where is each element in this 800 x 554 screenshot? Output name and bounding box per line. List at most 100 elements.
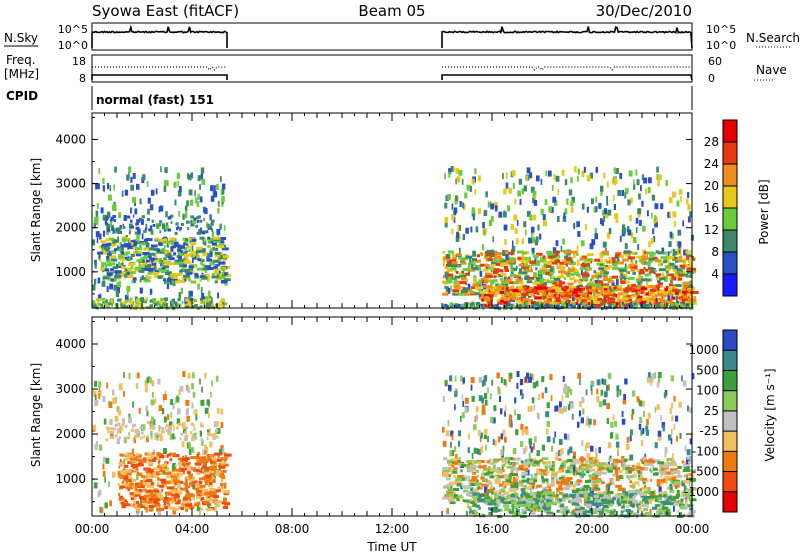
echo-cell — [625, 187, 629, 194]
echo-cell — [542, 255, 546, 259]
echo-cell — [645, 292, 649, 296]
echo-cell — [121, 453, 125, 457]
echo-cell — [202, 267, 210, 271]
echo-cell — [623, 250, 631, 254]
echo-cell — [559, 261, 566, 265]
echo-cell — [566, 288, 570, 292]
echo-cell — [624, 243, 628, 250]
echo-cell — [200, 227, 202, 231]
echo-cell — [190, 431, 193, 435]
echo-cell — [555, 240, 559, 247]
echo-cell — [640, 429, 643, 436]
echo-cell — [144, 241, 147, 245]
echo-cell — [620, 300, 626, 304]
echo-cell — [552, 437, 555, 444]
echo-cell — [154, 433, 157, 437]
echo-cell — [489, 294, 493, 301]
echo-cell — [166, 279, 171, 283]
echo-cell — [159, 484, 165, 488]
echo-cell — [97, 294, 102, 301]
echo-cell — [688, 460, 693, 464]
echo-cell — [584, 224, 588, 231]
echo-cell — [184, 300, 188, 307]
echo-cell — [614, 213, 619, 220]
echo-cell — [519, 480, 522, 484]
echo-cell — [576, 245, 579, 252]
echo-cell — [643, 290, 645, 294]
echo-cell — [117, 298, 120, 302]
echo-cell — [651, 376, 654, 383]
echo-cell — [137, 228, 141, 235]
echo-cell — [161, 488, 164, 492]
echo-cell — [147, 268, 154, 272]
echo-cell — [533, 463, 540, 467]
echo-cell — [135, 226, 140, 230]
echo-cell — [603, 262, 605, 266]
echo-cell — [544, 465, 548, 472]
echo-cell — [607, 493, 612, 500]
echo-cell — [681, 460, 685, 464]
echo-cell — [689, 438, 692, 445]
echo-cell — [140, 493, 142, 496]
y-tick-label: 2000 — [55, 221, 86, 235]
echo-cell — [636, 462, 641, 466]
echo-cell — [509, 276, 513, 280]
echo-cell — [587, 253, 594, 257]
echo-cell — [141, 220, 144, 224]
echo-cell — [154, 397, 157, 404]
echo-cell — [603, 297, 606, 301]
echo-cell — [126, 485, 132, 489]
echo-cell — [472, 471, 477, 475]
echo-cell — [481, 397, 485, 404]
echo-cell — [148, 228, 151, 232]
echo-cell — [641, 275, 643, 279]
echo-cell — [607, 297, 615, 301]
echo-cell — [481, 472, 483, 479]
echo-cell — [212, 472, 216, 479]
echo-cell — [98, 255, 101, 259]
echo-cell — [588, 267, 592, 271]
echo-cell — [177, 457, 184, 461]
echo-cell — [188, 265, 194, 269]
echo-cell — [149, 299, 153, 303]
echo-cell — [101, 297, 106, 301]
echo-cell — [444, 484, 450, 488]
echo-cell — [489, 288, 495, 292]
echo-cell — [550, 478, 555, 485]
echo-cell — [584, 301, 589, 305]
echo-cell — [476, 286, 483, 290]
echo-cell — [458, 272, 462, 276]
echo-cell — [673, 424, 676, 431]
echo-cell — [220, 445, 224, 452]
echo-cell — [173, 301, 176, 305]
echo-cell — [137, 472, 143, 476]
echo-cell — [594, 206, 598, 213]
echo-cell — [191, 383, 194, 390]
echo-cell — [448, 384, 452, 391]
echo-cell — [669, 231, 673, 238]
echo-cell — [163, 180, 167, 187]
echo-cell — [609, 276, 613, 280]
echo-cell — [493, 279, 498, 283]
echo-cell — [460, 261, 467, 265]
echo-cell — [162, 265, 169, 269]
echo-cell — [135, 382, 139, 389]
echo-cell — [184, 503, 192, 507]
echo-cell — [659, 491, 665, 495]
echo-cell — [526, 175, 529, 182]
echo-cell — [197, 472, 201, 476]
echo-cell — [154, 432, 159, 436]
echo-cell — [218, 302, 220, 306]
echo-cell — [206, 253, 211, 260]
echo-cell — [669, 283, 674, 287]
echo-cell — [101, 280, 106, 287]
echo-cell — [118, 277, 121, 281]
echo-cell — [133, 501, 136, 505]
echo-cell — [218, 243, 225, 247]
echo-cell — [132, 277, 137, 281]
echo-cell — [481, 404, 486, 411]
echo-cell — [643, 411, 645, 417]
echo-cell — [460, 483, 463, 490]
echo-cell — [207, 237, 214, 241]
